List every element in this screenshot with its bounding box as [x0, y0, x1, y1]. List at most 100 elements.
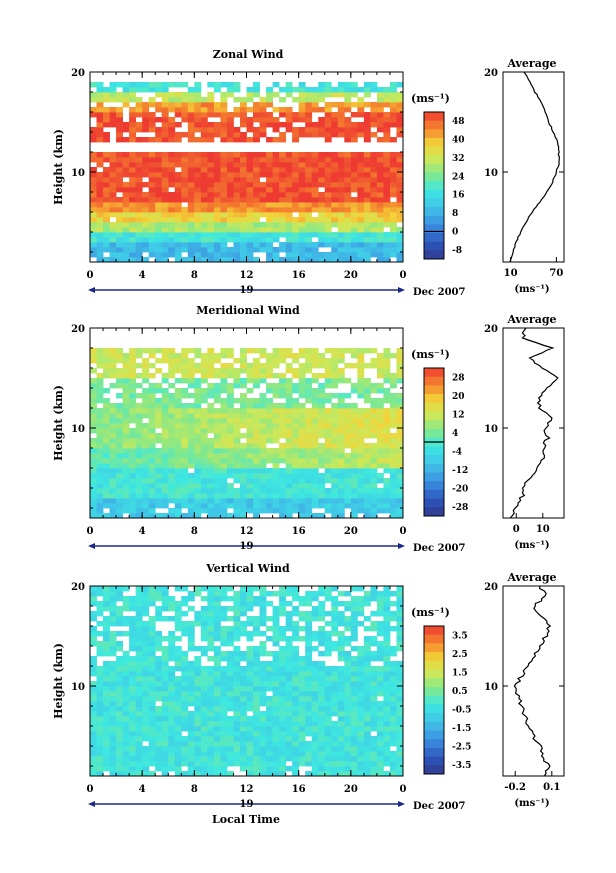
heatmap-cell	[298, 741, 306, 747]
heatmap-cell	[135, 656, 143, 662]
heatmap-cell	[246, 368, 254, 374]
heatmap-cell	[226, 736, 234, 742]
heatmap-cell	[103, 423, 110, 429]
heatmap-cell	[376, 453, 384, 459]
heatmap-cell	[96, 631, 104, 637]
heatmap-cell	[122, 97, 130, 103]
heatmap-cell	[109, 771, 117, 777]
heatmap-cell	[350, 177, 358, 183]
heatmap-cell	[344, 207, 352, 213]
heatmap-cell	[142, 428, 150, 434]
heatmap-cell	[324, 671, 332, 677]
heatmap-cell	[194, 167, 202, 173]
heatmap-cell	[259, 731, 267, 737]
heatmap-cell	[213, 741, 221, 747]
heatmap-cell	[226, 368, 234, 374]
heatmap-cell	[298, 383, 306, 389]
heatmap-cell	[239, 463, 247, 469]
heatmap-cell	[239, 626, 247, 632]
heatmap-cell	[350, 621, 358, 627]
heatmap-cell	[279, 257, 287, 263]
heatmap-cell	[168, 761, 176, 767]
heatmap-cell	[161, 651, 169, 657]
heatmap-cell	[370, 636, 378, 642]
heatmap-cell	[213, 358, 221, 364]
heatmap-cell	[213, 493, 221, 499]
heatmap-cell	[292, 237, 300, 243]
heatmap-cell	[129, 257, 137, 263]
heatmap-cell	[200, 187, 208, 193]
heatmap-cell	[129, 676, 137, 682]
heatmap-cell	[174, 731, 182, 737]
heatmap-cell	[259, 438, 267, 444]
heatmap-cell	[200, 751, 208, 757]
heatmap-cell	[239, 152, 247, 158]
heatmap-cell	[331, 423, 339, 429]
heatmap-cell	[135, 152, 143, 158]
heatmap-cell	[305, 478, 313, 484]
heatmap-cell	[226, 458, 234, 464]
heatmap-cell	[246, 247, 254, 253]
heatmap-cell	[207, 242, 215, 248]
heatmap-cell	[363, 428, 371, 434]
heatmap-cell	[246, 731, 254, 737]
heatmap-cell	[305, 771, 313, 777]
heatmap-cell	[122, 87, 130, 93]
heatmap-cell	[272, 127, 280, 133]
heatmap-cell	[272, 636, 280, 642]
heatmap-cell	[324, 187, 332, 193]
heatmap-cell	[311, 152, 319, 158]
heatmap-cell	[389, 242, 397, 248]
heatmap-cell	[194, 363, 202, 369]
heatmap-cell	[305, 102, 313, 108]
heatmap-cell	[331, 122, 339, 128]
heatmap-cell	[272, 157, 280, 163]
heatmap-cell	[383, 586, 391, 592]
heatmap-cell	[220, 503, 228, 509]
heatmap-cell	[357, 696, 365, 702]
heatmap-cell	[155, 403, 163, 409]
heatmap-cell	[344, 473, 352, 479]
heatmap-cell	[298, 92, 306, 98]
heatmap-cell	[181, 97, 189, 103]
heatmap-cell	[344, 152, 352, 158]
heatmap-cell	[116, 97, 123, 103]
heatmap-cell	[226, 473, 234, 479]
heatmap-cell	[181, 661, 189, 667]
time-line-arrow	[88, 801, 95, 807]
heatmap-cell	[233, 646, 241, 652]
heatmap-cell	[311, 746, 319, 752]
heatmap-cell	[213, 488, 221, 494]
heatmap-cell	[246, 591, 254, 597]
heatmap-cell	[383, 443, 391, 449]
heatmap-cell	[266, 771, 273, 777]
heatmap-cell	[253, 513, 260, 519]
heatmap-cell	[311, 453, 319, 459]
heatmap-cell	[266, 761, 273, 767]
time-line-arrow	[398, 801, 405, 807]
heatmap-cell	[389, 207, 397, 213]
heatmap-cell	[233, 468, 241, 474]
heatmap-cell	[109, 167, 117, 173]
heatmap-cell	[370, 252, 378, 258]
heatmap-cell	[396, 731, 404, 737]
heatmap-cell	[122, 383, 130, 389]
heatmap-cell	[311, 398, 319, 404]
heatmap-cell	[266, 756, 273, 762]
heatmap-cell	[383, 731, 391, 737]
heatmap-cell	[161, 252, 169, 258]
heatmap-cell	[259, 368, 267, 374]
heatmap-cell	[122, 696, 130, 702]
heatmap-cell	[135, 252, 143, 258]
heatmap-cell	[357, 232, 365, 238]
heatmap-cell	[253, 458, 260, 464]
heatmap-cell	[161, 232, 169, 238]
heatmap-cell	[246, 498, 254, 504]
heatmap-cell	[350, 252, 358, 258]
colorbar-swatch	[424, 155, 444, 165]
heatmap-cell	[279, 686, 287, 692]
heatmap-cell	[168, 766, 176, 772]
heatmap-cell	[266, 222, 273, 228]
heatmap-cell	[239, 398, 247, 404]
heatmap-cell	[233, 418, 241, 424]
